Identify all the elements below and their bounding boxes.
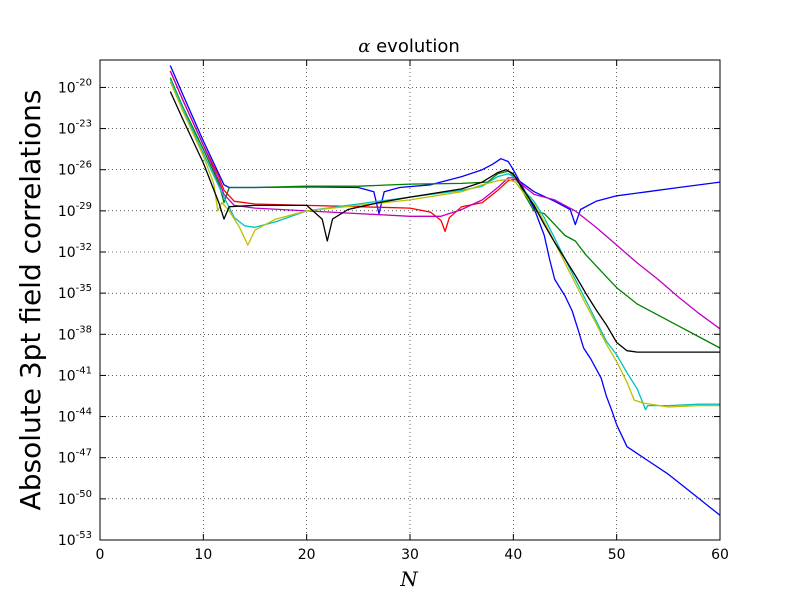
y-tick-label: 10-23 <box>58 119 92 138</box>
chart-title: α evolution <box>358 36 460 57</box>
x-tick-label: 0 <box>96 547 105 563</box>
title-symbol: α <box>358 36 370 57</box>
y-tick-label: 10-35 <box>58 283 92 302</box>
y-tick-label: 10-26 <box>58 160 92 179</box>
series-red-line <box>169 70 525 233</box>
series-black-line <box>169 91 720 353</box>
x-tick-label: 40 <box>504 547 522 563</box>
y-tick-label: 10-47 <box>58 448 92 467</box>
series-yellow-line <box>169 81 720 408</box>
y-tick-label: 10-20 <box>58 77 92 96</box>
x-axis-label: N <box>399 567 419 591</box>
y-tick-label: 10-29 <box>58 201 92 220</box>
x-tick-label: 50 <box>608 547 626 563</box>
y-tick-label: 10-53 <box>58 530 92 549</box>
y-tick-label: 10-38 <box>58 324 92 343</box>
ticks: 0 10 20 30 40 50 60 10-53 10-50 10-47 10-44 10-41 10… <box>58 60 729 563</box>
y-tick-label: 10-44 <box>58 407 92 426</box>
y-tick-label: 10-32 <box>58 242 92 261</box>
grid <box>100 60 720 540</box>
y-tick-label: 10-41 <box>58 365 92 384</box>
y-axis-label: Absolute 3pt field correlations <box>14 90 47 511</box>
x-tick-label: 60 <box>711 547 729 563</box>
x-tick-label: 20 <box>298 547 316 563</box>
series-magenta-line <box>169 70 721 330</box>
title-rest: evolution <box>370 36 459 57</box>
series-group <box>169 65 721 516</box>
x-tick-label: 10 <box>194 547 212 563</box>
y-tick-label: 10-50 <box>58 489 92 508</box>
x-tick-label: 30 <box>401 547 419 563</box>
